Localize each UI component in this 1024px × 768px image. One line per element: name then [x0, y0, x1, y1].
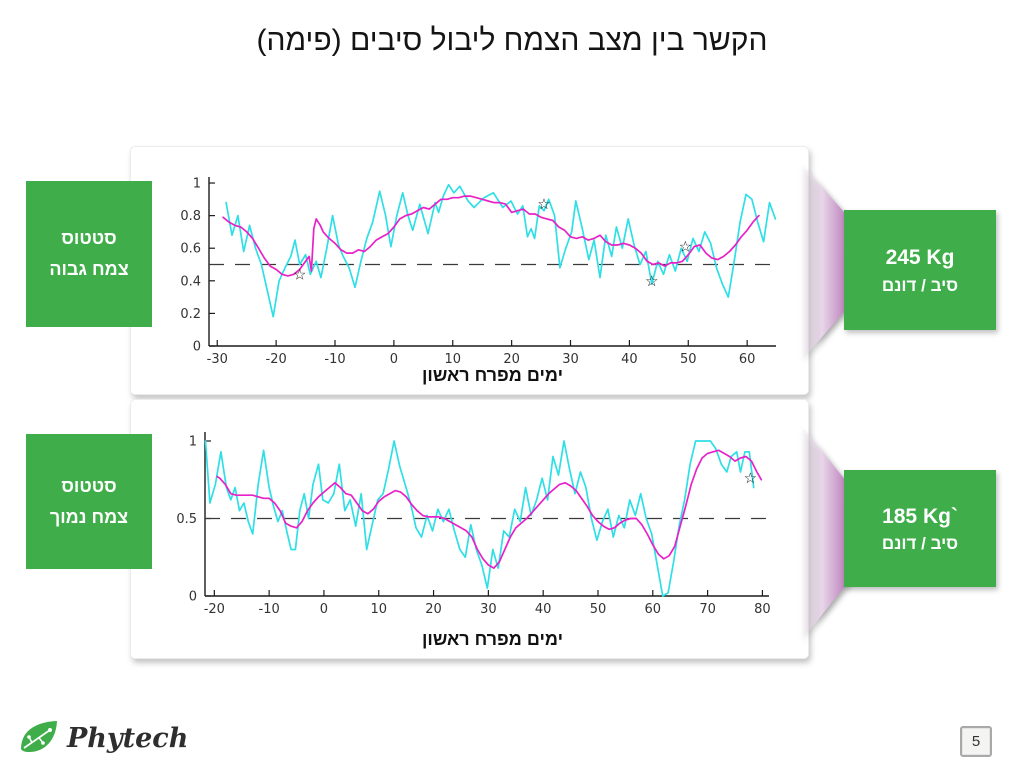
- svg-text:0.4: 0.4: [180, 274, 201, 289]
- svg-text:0.8: 0.8: [180, 209, 201, 224]
- svg-text:0: 0: [390, 352, 398, 367]
- svg-text:-20: -20: [266, 352, 287, 367]
- svg-text:☆: ☆: [293, 265, 306, 283]
- svg-text:-10: -10: [324, 352, 345, 367]
- label-low-plant-status: סטטוס צמח נמוך: [26, 434, 152, 569]
- plant-status-chart-low: -20 -10 0 10 20 30 40 50 60 70 80 0 0.5 1 ☆: [176, 432, 771, 617]
- svg-text:0: 0: [193, 340, 201, 355]
- label-high-plant-status: סטטוס צמח גבוה: [26, 181, 152, 327]
- plant-status-chart-high: -30 -20 -10 0 10 20 30 40 50 60 0 0.2 0.4 0.6 0.8 1 ☆ ☆ ☆ ☆: [180, 177, 777, 367]
- svg-text:40: 40: [535, 602, 552, 617]
- yield-unit: סיב / דונם: [881, 275, 959, 295]
- chart-panel-low-status: -20 -10 0 10 20 30 40 50 60 70 80 0 0.5 1 ☆ ימים מפרח …: [130, 399, 809, 659]
- svg-text:☆: ☆: [679, 238, 692, 256]
- svg-text:80: 80: [754, 602, 771, 617]
- svg-text:30: 30: [480, 602, 497, 617]
- yield-value: 185 Kg`: [882, 504, 958, 528]
- svg-text:☆: ☆: [645, 272, 658, 290]
- svg-text:60: 60: [739, 352, 756, 367]
- yield-value: 245 Kg: [885, 246, 955, 270]
- svg-text:0.2: 0.2: [180, 307, 201, 322]
- svg-text:0.6: 0.6: [180, 242, 201, 257]
- leaf-icon: [21, 721, 57, 752]
- svg-text:20: 20: [503, 352, 520, 367]
- logo-wordmark: Phytech: [67, 723, 189, 754]
- svg-text:50: 50: [680, 352, 697, 367]
- yield-high-box: 245 Kg סיב / דונם: [844, 210, 996, 330]
- svg-text:30: 30: [562, 352, 579, 367]
- x-axis-label-bottom: ימים מפרח ראשון: [421, 629, 564, 649]
- svg-text:0.5: 0.5: [176, 512, 197, 527]
- svg-text:20: 20: [425, 602, 442, 617]
- svg-text:0: 0: [189, 590, 197, 605]
- svg-text:1: 1: [193, 177, 201, 192]
- svg-text:10: 10: [444, 352, 461, 367]
- svg-text:☆: ☆: [744, 469, 757, 487]
- phytech-logo: Phytech: [18, 719, 188, 758]
- page-number: 5: [960, 726, 992, 757]
- svg-text:-30: -30: [207, 352, 228, 367]
- x-axis-label-top: ימים מפרח ראשון: [421, 365, 564, 385]
- label-line: צמח גבוה: [49, 259, 129, 279]
- svg-text:40: 40: [621, 352, 638, 367]
- label-line: צמח נמוך: [49, 506, 129, 527]
- svg-text:0: 0: [320, 602, 328, 617]
- slide-title: הקשר בין מצב הצמח ליבול סיבים (פימה): [256, 24, 768, 57]
- svg-text:1: 1: [189, 434, 197, 449]
- svg-text:☆: ☆: [537, 195, 550, 213]
- label-line: סטטוס: [61, 475, 117, 496]
- label-line: סטטוס: [61, 228, 117, 249]
- chart-panel-high-status: -30 -20 -10 0 10 20 30 40 50 60 0 0.2 0.4 0.6 0.8 1 ☆ ☆ ☆ ☆…: [130, 146, 809, 395]
- svg-text:50: 50: [590, 602, 607, 617]
- svg-text:-20: -20: [204, 602, 225, 617]
- yield-unit: סיב / דונם: [881, 534, 959, 554]
- svg-text:10: 10: [370, 602, 387, 617]
- svg-text:-10: -10: [259, 602, 280, 617]
- svg-text:60: 60: [645, 602, 662, 617]
- yield-low-box: 185 Kg` סיב / דונם: [844, 470, 996, 587]
- svg-text:70: 70: [699, 602, 716, 617]
